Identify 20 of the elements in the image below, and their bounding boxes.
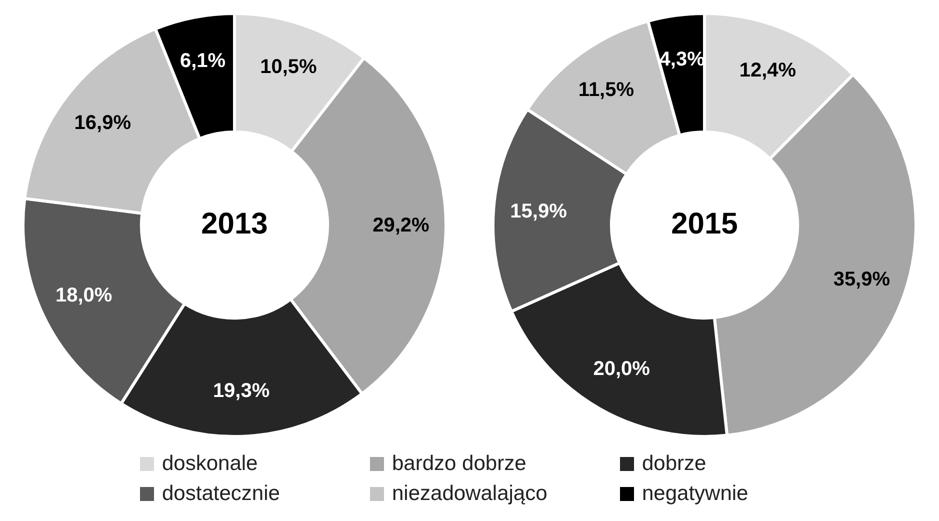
legend-label: negatywnie bbox=[642, 482, 748, 506]
text: 2015 bbox=[671, 207, 738, 240]
text: 2013 bbox=[201, 207, 268, 240]
legend-label: doskonale bbox=[162, 452, 258, 476]
legend-label: dobrze bbox=[642, 452, 706, 476]
legend-label: bardzo dobrze bbox=[392, 452, 526, 476]
data-label: 18,0% bbox=[55, 284, 112, 306]
data-label: 6,1% bbox=[180, 50, 226, 72]
data-label: 12,4% bbox=[739, 59, 796, 82]
data-label: 10,5% bbox=[260, 56, 317, 78]
data-label: 15,9% bbox=[510, 200, 568, 222]
data-label: 19,3% bbox=[212, 380, 270, 402]
legend-label: niezadowalająco bbox=[392, 482, 548, 506]
data-label: 29,2% bbox=[372, 214, 430, 237]
data-label: 11,5% bbox=[578, 79, 634, 102]
data-label: 16,9% bbox=[74, 112, 132, 134]
data-label: 4,3% bbox=[659, 48, 706, 71]
data-label: 35,9% bbox=[833, 268, 890, 290]
legend-label: dostatecznie bbox=[162, 482, 280, 506]
data-label: 20,0% bbox=[593, 358, 650, 380]
